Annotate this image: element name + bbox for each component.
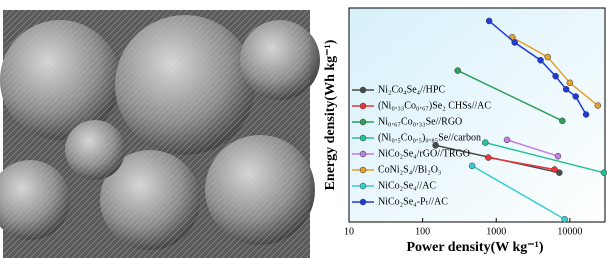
legend-marker [360,151,366,157]
x-tick-label: 100 [415,226,430,237]
legend-marker [360,135,366,141]
data-point [552,166,558,172]
y-axis-title: Energy density(Wh kg⁻¹) [323,39,338,190]
legend-label: NiCo₂Se₄/rGO//TRGO [378,148,470,159]
x-tick-label: 10000 [557,226,582,237]
legend-marker [360,119,366,125]
data-point [538,57,544,63]
data-point [455,68,461,74]
data-point [563,86,569,92]
legend-marker [360,87,366,93]
figure: Energy density(Wh kg⁻¹) Power density(W … [0,0,607,259]
x-tick-label: 10 [344,226,354,237]
legend-label: Ni₀.₆₇Co₀.₃₃Se//RGO [378,116,462,127]
data-point [601,170,607,176]
data-point [559,118,565,124]
page: {"chart_data": {"type": "line", "x_label… [0,0,607,259]
legend-label: (Ni₀.₃₃Co₀.₆₇)Se₂ CHSs//AC [378,100,491,111]
legend-label: (Ni₀.₅Co₀.₅)₀.₈₅Se//carbon [378,132,481,143]
data-point [469,163,475,169]
x-axis-title: Power density(W kg⁻¹) [406,240,543,255]
legend-label: Ni₂Co₄Se₄//HPC [378,84,445,95]
data-point [512,39,518,45]
data-point [553,73,559,79]
data-point [545,54,551,60]
data-point [595,103,601,109]
legend-label: NiCo₂Se₄//AC [378,180,436,191]
data-point [504,137,510,143]
data-point [567,80,573,86]
legend-marker [360,103,366,109]
legend-label: NiCo₂Se₄-Pₜ//AC [378,196,448,207]
legend-marker [360,183,366,189]
sem-image [0,10,320,258]
legend-marker [360,199,366,205]
data-point [583,111,589,117]
x-tick-label: 1000 [486,226,506,237]
data-point [573,93,579,99]
data-point [555,153,561,159]
legend-label: CoNi₂S₄//Bi₂O₃ [378,164,441,175]
data-point [486,18,492,24]
legend-marker [360,167,366,173]
data-point [482,140,488,146]
data-point [485,155,491,161]
data-point [562,216,568,222]
